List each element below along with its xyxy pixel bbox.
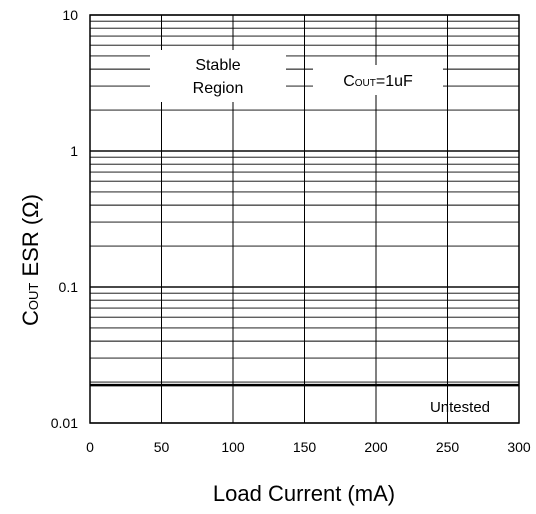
x-tick-label-100: 100 (221, 439, 245, 455)
stable-region-line2: Region (193, 80, 244, 97)
untested-label: Untested (430, 399, 490, 416)
y-axis-title-rest: ESR (Ω) (18, 194, 43, 283)
y-tick-labels: 0.01 0.1 1 10 (51, 7, 78, 431)
plot-frame (89, 14, 520, 424)
x-tick-label-200: 200 (364, 439, 388, 455)
y-tick-label-1: 1 (70, 143, 78, 159)
y-tick-label-0.1: 0.1 (59, 279, 79, 295)
x-tick-label-50: 50 (154, 439, 170, 455)
y-tick-label-10: 10 (62, 7, 78, 23)
x-tick-label-150: 150 (293, 439, 317, 455)
cout-label: COUT=1uF (343, 73, 413, 90)
cout-label-sub: OUT (355, 78, 376, 89)
y-axis-title-sub: OUT (26, 283, 41, 311)
cout-label-rest: =1uF (376, 73, 413, 90)
cout-label-box (313, 65, 443, 95)
y-tick-label-0.01: 0.01 (51, 415, 78, 431)
x-tick-label-300: 300 (507, 439, 531, 455)
grid (89, 14, 520, 424)
x-axis-title: Load Current (mA) (213, 481, 395, 506)
stable-region-box (150, 50, 286, 102)
stable-region-line1: Stable (195, 57, 240, 74)
x-tick-label-250: 250 (436, 439, 460, 455)
y-axis-title: COUT ESR (Ω) (18, 194, 43, 326)
x-tick-label-0: 0 (86, 439, 94, 455)
cout-label-main: C (343, 73, 355, 90)
y-axis-title-main: C (18, 310, 43, 326)
x-tick-labels: 0 50 100 150 200 250 300 (86, 439, 531, 455)
